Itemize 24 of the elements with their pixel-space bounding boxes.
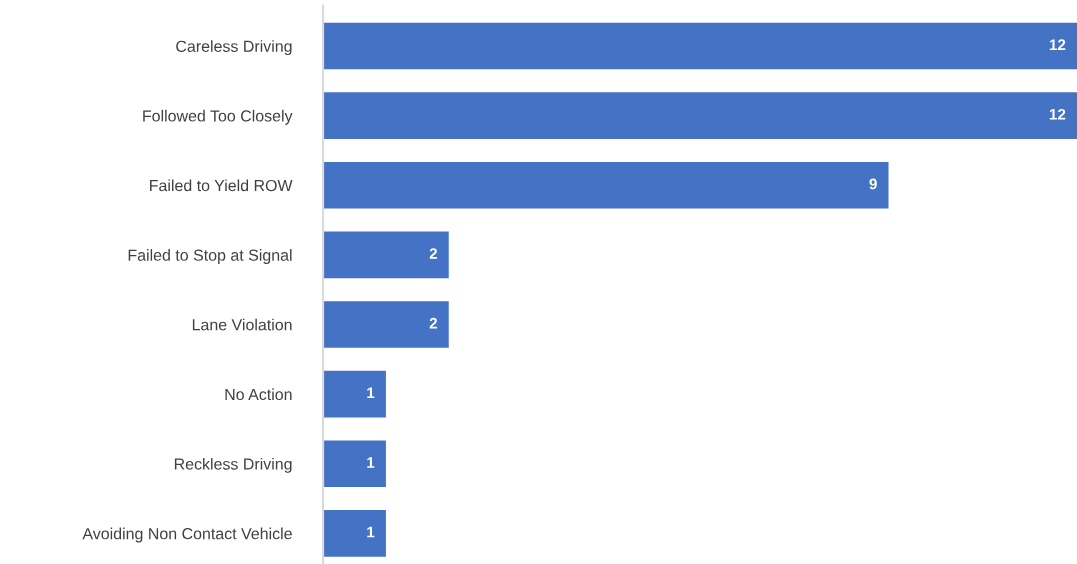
bar: [323, 510, 386, 557]
data-label: 1: [367, 526, 375, 538]
y-tick-label: Avoiding Non Contact Vehicle: [82, 527, 292, 543]
y-tick-label: No Action: [225, 388, 292, 401]
y-tick-label: Careless Driving: [176, 40, 292, 56]
y-tick-label: Lane Violation: [192, 318, 292, 331]
data-label: 1: [367, 457, 375, 468]
bar: [323, 231, 449, 279]
data-label: 2: [429, 248, 438, 259]
y-tick-label: Failed to Stop at Signal: [128, 249, 292, 264]
y-tick-label: Reckless Driving: [174, 457, 292, 473]
data-label: 12: [1049, 108, 1066, 120]
bar: [323, 440, 386, 488]
y-tick-label: Failed to Yield ROW: [150, 179, 293, 192]
bar: [323, 161, 889, 209]
data-label: 9: [869, 178, 877, 190]
y-tick-label: Followed Too Closely: [143, 109, 293, 125]
bar: [323, 301, 449, 348]
data-label: 12: [1049, 39, 1066, 50]
data-label: 1: [367, 387, 375, 399]
bar: [323, 370, 386, 418]
bar: [323, 22, 1077, 70]
bar: [323, 92, 1077, 139]
data-label: 2: [429, 317, 438, 329]
